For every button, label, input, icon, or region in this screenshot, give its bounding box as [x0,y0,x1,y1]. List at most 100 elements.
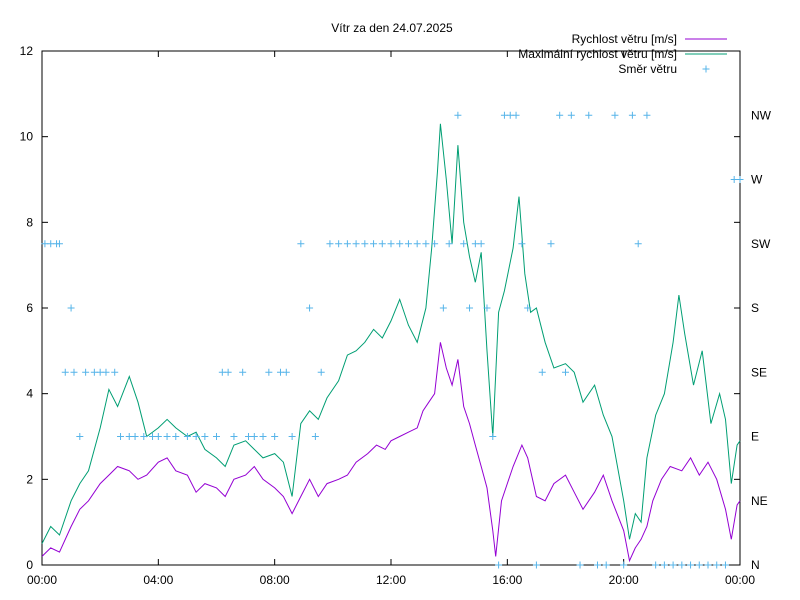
y-tick-label: 8 [26,215,33,229]
y2-tick-label: S [751,301,759,315]
direction-point [695,561,703,569]
y2-tick-label: W [751,173,763,187]
direction-point [154,433,162,440]
y2-tick-label: NE [751,494,768,508]
direction-point [306,304,314,312]
direction-point [628,111,636,119]
direction-point [396,240,404,248]
direction-point [111,368,119,376]
x-tick-label: 08:00 [260,573,290,587]
direction-point [518,240,526,248]
direction-point [620,561,628,569]
x-tick-label: 04:00 [143,573,173,587]
y2-tick-label: SW [751,237,771,251]
direction-point [524,304,532,312]
x-axis: 00:00 04:00 08:00 12:00 16:00 20:00 00:00 [27,51,755,587]
direction-point [55,240,63,248]
direction-point [102,368,110,376]
x-tick-label: 20:00 [609,573,639,587]
direction-point [439,304,447,312]
direction-point [602,561,610,569]
direction-point [495,561,503,569]
direction-point [678,561,686,569]
direction-point [669,561,677,569]
direction-point [326,240,334,248]
y2-tick-label: N [751,558,760,572]
direction-point [422,240,430,248]
direction-point [445,240,453,248]
direction-point [131,433,139,440]
direction-point [454,111,462,119]
direction-point [687,561,695,569]
direction-point [259,433,267,440]
direction-point [163,433,171,440]
y-tick-label: 6 [26,301,33,315]
direction-point [117,433,125,440]
direction-point [172,433,180,440]
y2-tick-label: E [751,430,759,444]
direction-point [183,433,191,440]
y2-tick-label: NW [751,108,772,122]
direction-point [593,561,601,569]
legend: Rychlost větru [m/s]Maximální rychlost v… [518,32,727,76]
direction-point [387,240,395,248]
direction-point [140,433,148,440]
direction-point [431,240,439,248]
direction-point [611,111,619,119]
series-line-1 [41,123,741,544]
direction-point [643,111,651,119]
y-tick-label: 12 [20,44,34,58]
direction-point [512,111,520,119]
y-axis-left: 0 2 4 6 8 10 12 [20,44,740,572]
x-tick-label: 16:00 [492,573,522,587]
x-tick-label: 00:00 [725,573,755,587]
direction-point [547,240,555,248]
series-points-2 [41,111,744,569]
direction-point [413,240,421,248]
direction-point [634,240,642,248]
series-line-0 [41,342,741,563]
direction-point [567,111,575,119]
y-tick-label: 4 [26,387,33,401]
x-tick-label: 12:00 [376,573,406,587]
y2-tick-label: SE [751,365,767,379]
direction-point [538,368,546,376]
direction-point [556,111,564,119]
direction-point [213,433,220,440]
direction-point [483,304,491,312]
direction-point [271,433,279,440]
direction-point [343,240,351,248]
direction-point [477,240,485,248]
direction-point [576,561,584,569]
direction-point [67,304,75,312]
direction-point [192,433,200,440]
direction-point [736,176,744,183]
direction-point [460,240,468,248]
series-layer [41,111,744,569]
direction-point [532,561,540,569]
y-tick-label: 0 [26,558,33,572]
x-tick-label: 00:00 [27,573,57,587]
direction-point [335,240,343,248]
direction-point [489,433,497,440]
direction-point [317,368,325,376]
legend-label: Rychlost větru [m/s] [572,32,677,46]
chart-title: Vítr za den 24.07.2025 [331,21,453,35]
direction-point [378,240,386,248]
direction-point [82,368,90,376]
direction-point [721,561,729,569]
direction-point [370,240,378,248]
direction-point [652,561,660,569]
direction-point [466,304,474,312]
direction-point [239,368,247,376]
direction-point [250,433,258,440]
legend-swatch [702,65,710,73]
direction-point [297,240,305,248]
direction-point [224,368,232,376]
direction-point [288,433,296,440]
direction-point [70,368,78,376]
direction-point [311,433,319,440]
direction-point [352,240,360,248]
direction-point [230,433,238,440]
